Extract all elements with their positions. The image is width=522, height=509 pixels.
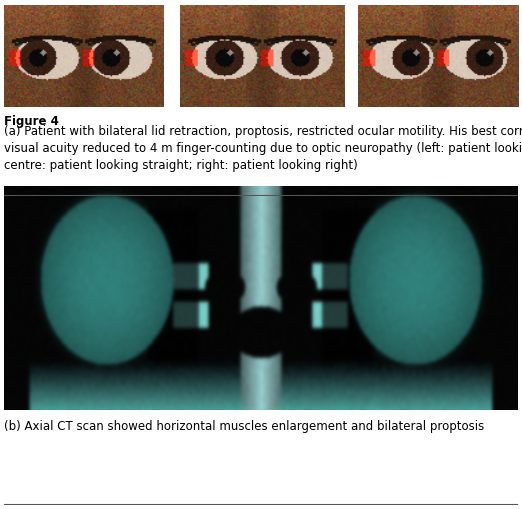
- Text: (a) Patient with bilateral lid retraction, proptosis, restricted ocular motility: (a) Patient with bilateral lid retractio…: [4, 125, 522, 172]
- Text: Figure 4: Figure 4: [4, 115, 59, 128]
- Text: (b) Axial CT scan showed horizontal muscles enlargement and bilateral proptosis: (b) Axial CT scan showed horizontal musc…: [4, 420, 484, 433]
